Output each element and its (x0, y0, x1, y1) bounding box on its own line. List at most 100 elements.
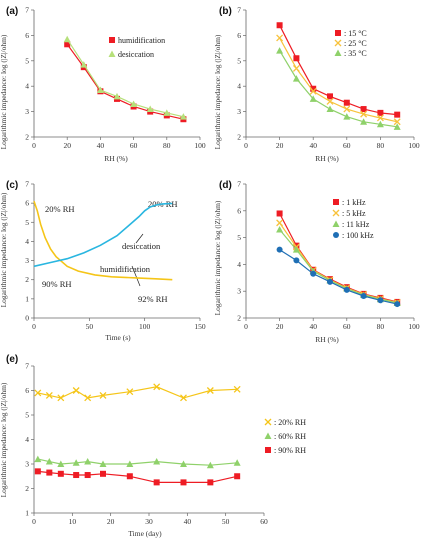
data-point-e-0-8-stroke-2 (180, 394, 187, 402)
data-point-b-1-5-stroke-2 (360, 110, 368, 118)
data-point-a-1-3 (113, 92, 121, 100)
data-point-e-2-3 (73, 472, 80, 479)
data-point-e-2-1 (46, 469, 53, 476)
legend-label-d-0: : 1 kHz (342, 198, 366, 207)
data-point-e-2-10 (234, 473, 241, 480)
data-point-b-2-6 (376, 120, 384, 128)
data-point-e-0-7-stroke-2 (153, 383, 161, 391)
x-tick-label-a-3: 60 (130, 141, 138, 150)
y-tick-label-b-1: 3 (237, 107, 241, 116)
legend-marker-a-1 (108, 50, 116, 57)
panel-label-c: (c) (6, 180, 18, 191)
x-tick-label-c-3: 150 (194, 322, 206, 331)
legend-label-a-1: desiccation (118, 50, 154, 59)
annotation-c-90rh: 90% RH (42, 279, 72, 289)
data-point-b-1-0-stroke-2 (276, 34, 284, 42)
data-point-e-0-5-stroke-2 (99, 391, 107, 399)
y-tick-label-a-3: 5 (25, 56, 29, 65)
y-tick-label-c-7: 7 (25, 180, 29, 189)
legend-marker-b-0 (335, 30, 341, 36)
data-point-e-0-10-stroke-2 (233, 385, 241, 393)
panel-label-a: (a) (6, 6, 18, 17)
data-point-b-0-3 (327, 93, 333, 100)
data-point-e-0-10 (233, 385, 241, 393)
data-point-b-0-4 (343, 99, 350, 106)
data-point-a-1-0 (63, 35, 71, 43)
y-tick-label-b-0: 2 (237, 133, 241, 142)
data-point-a-0-0 (64, 41, 71, 48)
xlabel-d: RH (%) (315, 335, 339, 344)
x-tick-label-d-1: 20 (276, 322, 284, 331)
legend-label-b-0: : 15 °C (344, 29, 367, 38)
x-tick-label-e-5: 50 (222, 517, 230, 526)
data-point-e-1-8 (180, 460, 187, 467)
x-tick-label-d-2: 40 (309, 322, 317, 331)
y-tick-label-d-1: 3 (237, 287, 241, 296)
y-tick-label-c-2: 2 (25, 275, 29, 284)
data-point-b-1-3 (326, 97, 334, 105)
y-tick-label-e-1: 2 (25, 484, 29, 493)
legend-label-d-1: : 5 kHz (342, 209, 366, 218)
data-point-d-3-5 (360, 293, 367, 300)
series-line-b-1 (279, 37, 398, 123)
x-tick-label-b-1: 20 (276, 141, 284, 150)
data-point-e-0-7 (153, 383, 161, 391)
legend-marker-d-0 (333, 199, 339, 205)
data-point-e-0-6-stroke-2 (126, 388, 134, 396)
data-point-b-2-1 (292, 75, 300, 82)
data-point-e-0-5 (99, 391, 107, 399)
y-tick-label-b-4: 6 (237, 31, 241, 40)
x-tick-label-e-2: 20 (107, 517, 115, 526)
legend-label-b-2: : 35 °C (344, 49, 367, 58)
data-point-e-0-8 (180, 394, 187, 402)
y-tick-label-a-1: 3 (25, 107, 29, 116)
data-point-a-1-1 (80, 61, 88, 68)
x-tick-label-b-5: 100 (408, 141, 420, 150)
data-point-e-0-9-stroke-2 (206, 387, 214, 394)
y-tick-label-a-4: 6 (25, 31, 29, 40)
data-point-e-1-5 (99, 460, 107, 467)
data-point-b-1-1 (292, 64, 300, 72)
data-point-e-0-4-stroke-2 (84, 394, 92, 402)
data-point-e-0-0 (34, 389, 42, 397)
panel-label-b: (b) (219, 6, 232, 17)
y-tick-label-c-4: 4 (25, 237, 29, 246)
x-tick-label-b-4: 80 (377, 141, 385, 150)
series-line-e-1 (37, 458, 238, 466)
y-tick-label-b-5: 7 (237, 6, 241, 15)
y-tick-label-d-3: 5 (237, 233, 241, 242)
series-line-c-0 (33, 200, 173, 281)
data-point-e-1-2 (57, 460, 65, 467)
data-point-b-0-5 (360, 106, 367, 113)
data-point-b-0-1 (293, 55, 300, 62)
annotation-arrow-desiccation (135, 233, 144, 244)
data-point-b-1-7 (393, 118, 401, 126)
data-point-e-1-3 (72, 459, 80, 466)
data-point-d-0-0 (276, 210, 283, 217)
data-point-e-0-6 (126, 388, 134, 396)
data-point-e-2-9 (207, 479, 214, 486)
x-tick-label-d-4: 80 (377, 322, 385, 331)
ylabel-e: Logarithmic impedance: log (|Z|/ohm) (0, 382, 8, 497)
y-tick-label-c-6: 6 (25, 199, 29, 208)
data-point-d-3-6 (377, 297, 384, 304)
legend-marker-d-3 (333, 232, 339, 238)
data-point-a-1-2 (96, 86, 104, 94)
legend-marker-e-2 (265, 447, 271, 453)
legend-label-e-1: : 60% RH (274, 432, 306, 441)
data-point-b-1-4-stroke-2 (343, 105, 351, 113)
data-point-e-2-0 (34, 468, 41, 475)
x-tick-label-e-3: 30 (145, 517, 153, 526)
data-point-d-3-1 (293, 257, 300, 264)
y-tick-label-c-5: 5 (25, 218, 29, 227)
ylabel-c: Logarithmic impedance: log (|Z|/ohm) (0, 192, 8, 307)
x-tick-label-e-4: 40 (184, 517, 192, 526)
data-point-e-1-9 (206, 461, 214, 469)
x-tick-label-d-0: 0 (244, 322, 248, 331)
x-tick-label-a-4: 80 (163, 141, 171, 150)
xlabel-c: Time (s) (105, 333, 131, 342)
y-tick-label-a-2: 4 (25, 82, 29, 91)
y-tick-label-c-3: 3 (25, 256, 29, 265)
data-point-e-0-2-stroke-2 (57, 394, 65, 402)
y-tick-label-b-2: 4 (237, 82, 241, 91)
